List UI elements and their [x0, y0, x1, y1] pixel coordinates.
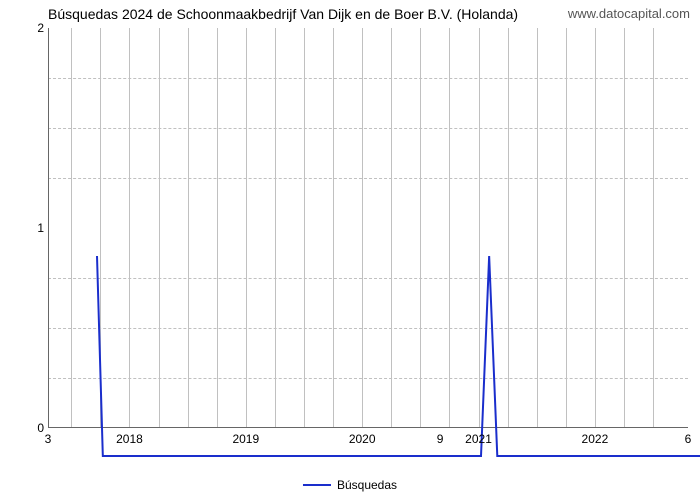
x-tick-label: 2019 [232, 432, 259, 446]
series-line [97, 256, 700, 456]
legend: Búsquedas [303, 478, 397, 492]
watermark-text: www.datocapital.com [568, 6, 690, 21]
data-point-label: 3 [45, 432, 52, 446]
legend-label: Búsquedas [337, 478, 397, 492]
y-tick-label: 0 [37, 421, 44, 435]
line-series [97, 56, 700, 456]
x-tick-label: 2018 [116, 432, 143, 446]
x-tick-label: 2020 [349, 432, 376, 446]
chart-container: Búsquedas 2024 de Schoonmaakbedrijf Van … [0, 0, 700, 500]
x-tick-label: 2022 [582, 432, 609, 446]
legend-swatch [303, 484, 331, 486]
data-point-label: 6 [685, 432, 692, 446]
chart-title: Búsquedas 2024 de Schoonmaakbedrijf Van … [48, 6, 518, 22]
plot-area [48, 28, 688, 428]
y-tick-label: 2 [37, 21, 44, 35]
data-point-label: 9 [437, 432, 444, 446]
x-tick-label: 2021 [465, 432, 492, 446]
y-tick-label: 1 [37, 221, 44, 235]
